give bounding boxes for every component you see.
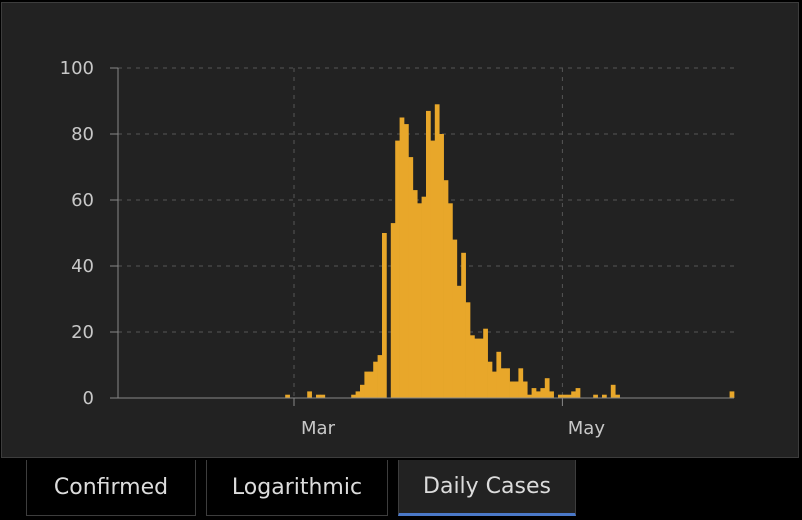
bar [492, 371, 497, 398]
daily-cases-chart: 0 20 40 60 80 100 Mar May [60, 58, 735, 439]
tab-daily-cases[interactable]: Daily Cases [398, 460, 576, 516]
bar [729, 391, 735, 398]
bar [496, 351, 502, 398]
tab-daily-cases-label: Daily Cases [423, 474, 551, 499]
bar [307, 391, 312, 398]
bar [373, 361, 378, 398]
bar [456, 285, 462, 398]
bar [509, 381, 515, 398]
bar [285, 394, 290, 398]
bar [470, 335, 475, 398]
bar [474, 338, 480, 398]
x-tick-label-may: May [568, 418, 606, 439]
bar [448, 203, 453, 398]
bar [593, 394, 598, 398]
bar [430, 140, 436, 398]
chart-panel: 0 20 40 60 80 100 Mar May [1, 2, 799, 458]
bar [518, 368, 524, 398]
bar [320, 394, 326, 398]
bar [368, 371, 374, 398]
bars [285, 104, 735, 399]
bar [566, 394, 572, 398]
bar [355, 391, 361, 398]
bar [377, 355, 383, 398]
y-tick-label: 0 [83, 388, 94, 409]
bar [500, 368, 506, 398]
bar [395, 140, 400, 398]
bar [417, 203, 422, 398]
tab-bar: Confirmed Logarithmic Daily Cases [0, 460, 802, 520]
bar [316, 394, 321, 398]
bar [421, 196, 427, 398]
bar [434, 104, 440, 399]
bar [522, 381, 528, 398]
bar [527, 394, 532, 398]
y-tick-label: 100 [60, 58, 94, 79]
bar [536, 391, 541, 398]
bar [443, 180, 449, 398]
bar [382, 233, 387, 398]
bar [615, 394, 620, 398]
bar [465, 302, 471, 398]
bar [531, 388, 537, 398]
bar [360, 384, 365, 398]
bar [505, 368, 510, 398]
y-tick-label: 40 [71, 256, 94, 277]
bar [412, 190, 418, 398]
bar [602, 394, 607, 398]
bar [540, 388, 546, 398]
x-tick-label-mar: Mar [301, 418, 336, 439]
y-tick-label: 80 [71, 124, 94, 145]
bar [514, 381, 519, 398]
y-tick-label: 60 [71, 190, 94, 211]
bar [575, 388, 581, 398]
tab-confirmed[interactable]: Confirmed [26, 460, 196, 516]
tick-labels: 0 20 40 60 80 100 Mar May [60, 58, 606, 439]
bar [408, 157, 414, 398]
bar [483, 328, 488, 398]
tab-confirmed-label: Confirmed [53, 475, 169, 500]
bar [452, 239, 458, 398]
bar [390, 223, 396, 398]
bar [544, 378, 550, 398]
bar [487, 361, 493, 398]
tab-logarithmic[interactable]: Logarithmic [206, 460, 388, 516]
bar [439, 134, 444, 398]
bar [562, 394, 568, 398]
bar [558, 394, 563, 398]
bar [571, 391, 576, 398]
bar [610, 384, 616, 398]
bar [549, 391, 554, 398]
bar [364, 371, 370, 398]
y-tick-label: 20 [71, 322, 94, 343]
bar [399, 117, 405, 398]
axes [110, 67, 734, 406]
bar [351, 394, 356, 398]
bar [404, 124, 409, 398]
bar [478, 338, 484, 398]
bar [461, 252, 466, 398]
tab-logarithmic-label: Logarithmic [231, 475, 363, 500]
bar [426, 110, 431, 399]
